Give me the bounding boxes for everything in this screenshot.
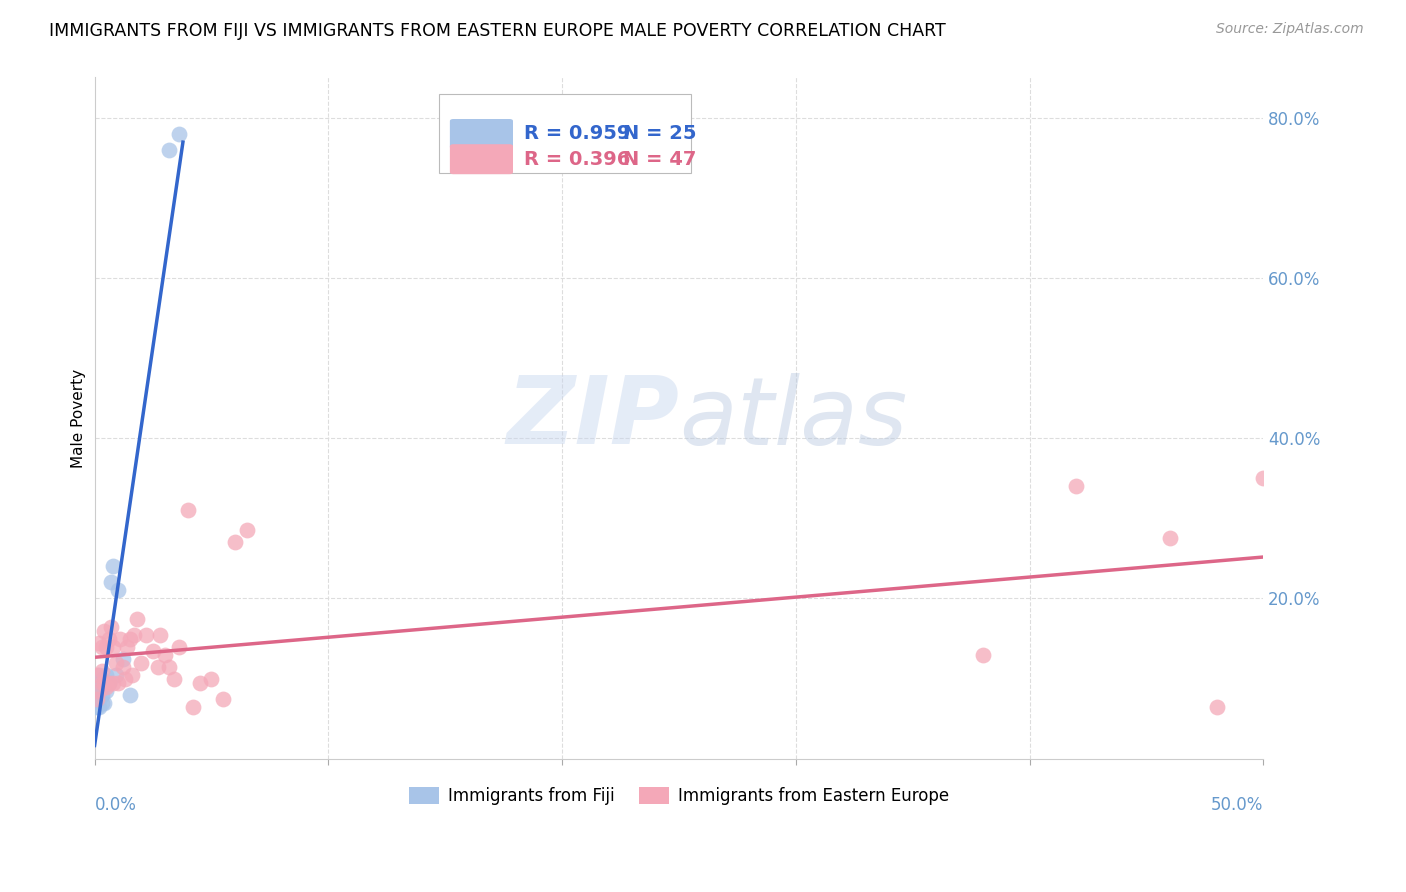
Text: N = 25: N = 25 (623, 125, 696, 144)
Text: atlas: atlas (679, 373, 907, 464)
Y-axis label: Male Poverty: Male Poverty (72, 368, 86, 467)
Point (90, 640, 112, 654)
Point (177, 503, 200, 517)
Text: Source: ZipAtlas.com: Source: ZipAtlas.com (1216, 22, 1364, 37)
Point (96, 640, 118, 654)
Point (103, 559, 125, 574)
Text: 0.0%: 0.0% (94, 797, 136, 814)
Point (181, 699, 204, 714)
Point (86, 691, 108, 706)
Point (93, 675, 115, 690)
Point (104, 656, 127, 670)
Point (1253, 471, 1275, 485)
Point (1205, 699, 1227, 714)
Text: 50.0%: 50.0% (1211, 797, 1264, 814)
Point (90, 696, 112, 710)
Text: R = 0.396: R = 0.396 (523, 150, 630, 169)
FancyBboxPatch shape (450, 119, 513, 149)
Point (124, 627, 146, 641)
Point (117, 640, 139, 654)
Point (89, 691, 111, 706)
Point (972, 648, 994, 662)
Text: ZIP: ZIP (506, 372, 679, 464)
Point (167, 127, 190, 141)
Point (131, 656, 153, 670)
Point (163, 672, 186, 686)
Point (89, 699, 111, 714)
Point (96, 667, 118, 681)
FancyBboxPatch shape (439, 95, 690, 173)
Point (86, 691, 108, 706)
Point (118, 688, 141, 702)
Point (90, 664, 112, 678)
Point (97, 675, 120, 690)
Point (97, 632, 120, 646)
Text: N = 47: N = 47 (623, 150, 696, 169)
Point (167, 640, 190, 654)
Point (212, 691, 235, 706)
Point (149, 627, 172, 641)
Point (111, 651, 134, 665)
Point (96, 683, 118, 698)
Point (125, 611, 148, 625)
Point (146, 659, 169, 673)
Point (86, 683, 108, 698)
Point (1066, 479, 1088, 493)
Point (110, 632, 132, 646)
Point (100, 619, 122, 633)
Point (103, 675, 125, 690)
Point (135, 627, 157, 641)
Point (114, 672, 136, 686)
Point (111, 659, 134, 673)
Point (90, 680, 112, 694)
Point (142, 643, 165, 657)
Point (96, 680, 118, 694)
Point (157, 143, 180, 157)
Point (157, 659, 180, 673)
Point (89, 635, 111, 649)
Point (100, 575, 122, 590)
Point (90, 672, 112, 686)
Point (93, 696, 115, 710)
Legend: Immigrants from Fiji, Immigrants from Eastern Europe: Immigrants from Fiji, Immigrants from Ea… (402, 780, 955, 812)
Point (188, 675, 211, 690)
Point (121, 667, 143, 681)
Point (89, 675, 111, 690)
Point (89, 683, 111, 698)
Point (200, 672, 222, 686)
Text: R = 0.959: R = 0.959 (523, 125, 630, 144)
Point (1159, 532, 1181, 546)
Point (89, 683, 111, 698)
Point (86, 699, 108, 714)
Point (224, 535, 246, 549)
Point (118, 632, 141, 646)
FancyBboxPatch shape (450, 145, 513, 174)
Point (97, 675, 120, 690)
Point (235, 524, 257, 538)
Point (107, 583, 129, 598)
Point (103, 640, 125, 654)
Point (89, 667, 111, 681)
Point (86, 667, 108, 681)
Text: IMMIGRANTS FROM FIJI VS IMMIGRANTS FROM EASTERN EUROPE MALE POVERTY CORRELATION : IMMIGRANTS FROM FIJI VS IMMIGRANTS FROM … (49, 22, 946, 40)
Point (90, 688, 112, 702)
Point (153, 648, 176, 662)
Point (104, 667, 127, 681)
Point (107, 675, 129, 690)
Point (93, 675, 115, 690)
Point (93, 624, 115, 638)
Point (90, 675, 112, 690)
